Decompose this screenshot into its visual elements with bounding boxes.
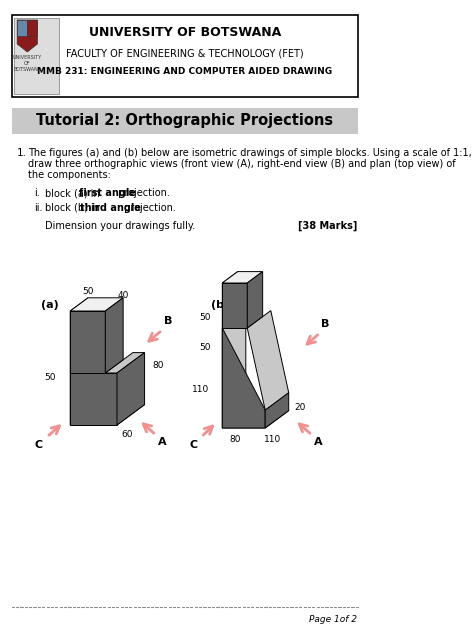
Text: MMB 231: ENGINEERING AND COMPUTER AIDED DRAWING: MMB 231: ENGINEERING AND COMPUTER AIDED … xyxy=(37,68,332,76)
Polygon shape xyxy=(70,404,145,425)
Polygon shape xyxy=(117,353,145,425)
Polygon shape xyxy=(222,272,237,328)
Text: 110: 110 xyxy=(192,386,209,394)
Polygon shape xyxy=(222,310,246,428)
Text: the components:: the components: xyxy=(28,170,111,180)
Polygon shape xyxy=(222,283,247,328)
Text: FACULTY OF ENGINEERING & TECHNOLOGY (FET): FACULTY OF ENGINEERING & TECHNOLOGY (FET… xyxy=(66,49,304,59)
Text: 40: 40 xyxy=(118,291,129,300)
Text: C: C xyxy=(189,440,197,450)
Text: 50: 50 xyxy=(82,287,94,296)
Text: 80: 80 xyxy=(152,360,164,370)
Polygon shape xyxy=(247,310,289,410)
Text: 110: 110 xyxy=(264,435,282,444)
Polygon shape xyxy=(222,328,265,428)
Polygon shape xyxy=(70,298,123,311)
Text: i.: i. xyxy=(34,188,40,198)
Polygon shape xyxy=(247,272,263,328)
Polygon shape xyxy=(70,311,105,373)
Text: 50: 50 xyxy=(45,374,56,382)
Polygon shape xyxy=(222,272,263,283)
Bar xyxy=(14,18,59,94)
Text: 60: 60 xyxy=(121,430,133,439)
Text: B: B xyxy=(164,316,172,326)
Text: 40: 40 xyxy=(234,289,245,298)
Text: projection.: projection. xyxy=(121,203,176,213)
Text: first angle: first angle xyxy=(79,188,136,198)
Polygon shape xyxy=(70,298,88,373)
Text: 20: 20 xyxy=(294,403,305,413)
Polygon shape xyxy=(17,20,37,52)
Text: draw three orthographic views (front view (A), right-end view (B) and plan (top : draw three orthographic views (front vie… xyxy=(28,159,456,169)
Polygon shape xyxy=(222,411,289,428)
Text: 80: 80 xyxy=(230,435,241,444)
Text: Tutorial 2: Orthographic Projections: Tutorial 2: Orthographic Projections xyxy=(36,114,333,128)
Polygon shape xyxy=(17,20,27,36)
Bar xyxy=(12,15,358,97)
Polygon shape xyxy=(105,298,123,373)
Text: The figures (a) and (b) below are isometric drawings of simple blocks. Using a s: The figures (a) and (b) below are isomet… xyxy=(28,148,472,158)
Text: (a): (a) xyxy=(41,300,58,310)
Text: 50: 50 xyxy=(199,313,210,322)
Text: A: A xyxy=(313,437,322,447)
Text: C: C xyxy=(35,440,43,450)
Text: ii.: ii. xyxy=(34,203,43,213)
Polygon shape xyxy=(70,373,117,425)
Text: UNIVERSITY OF BOTSWANA: UNIVERSITY OF BOTSWANA xyxy=(89,25,281,39)
Text: UNIVERSITY
OF
BOTSWANA: UNIVERSITY OF BOTSWANA xyxy=(13,55,42,71)
Text: (b): (b) xyxy=(210,300,229,310)
Bar xyxy=(12,108,358,134)
Polygon shape xyxy=(70,353,98,425)
Text: B: B xyxy=(321,319,330,329)
Polygon shape xyxy=(105,353,145,373)
Text: block (a) in: block (a) in xyxy=(45,188,103,198)
Text: projection.: projection. xyxy=(116,188,170,198)
Text: block (b) in: block (b) in xyxy=(45,203,103,213)
Polygon shape xyxy=(265,392,289,428)
Text: third angle: third angle xyxy=(80,203,141,213)
Text: 50: 50 xyxy=(199,344,210,353)
Text: 1.: 1. xyxy=(17,148,27,158)
Text: Page 1of 2: Page 1of 2 xyxy=(309,616,357,624)
Text: Dimension your drawings fully.: Dimension your drawings fully. xyxy=(45,221,195,231)
Text: [38 Marks]: [38 Marks] xyxy=(298,221,357,231)
Text: A: A xyxy=(157,437,166,447)
Polygon shape xyxy=(27,20,37,36)
